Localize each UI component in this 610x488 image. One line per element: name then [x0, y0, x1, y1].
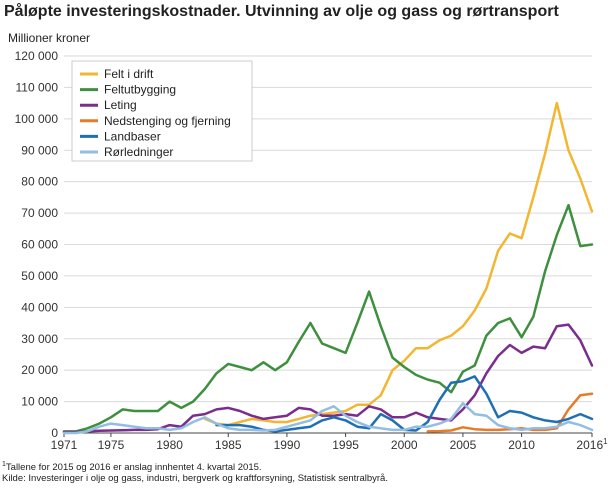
- y-tick-label: 20 000: [21, 363, 58, 377]
- x-tick-label: 2005: [450, 438, 477, 452]
- footnote-marker: 1: [2, 461, 6, 468]
- legend-label: Landbaser: [104, 129, 161, 143]
- legend-label: Feltutbygging: [104, 83, 176, 97]
- y-tick-label: 70 000: [21, 206, 58, 220]
- legend-box: [71, 60, 253, 162]
- series-line: [62, 401, 594, 435]
- y-tick-label: 50 000: [21, 269, 58, 283]
- series-line: [215, 375, 594, 433]
- y-tick-label: 100 000: [15, 112, 59, 126]
- x-tick-label: 1980: [156, 438, 183, 452]
- y-tick-label: 30 000: [21, 332, 58, 346]
- x-tick-label: 1971: [51, 438, 78, 452]
- legend-label: Rørledninger: [104, 145, 173, 159]
- y-tick-label: 0: [51, 426, 58, 440]
- series-line: [62, 203, 594, 433]
- source-note: Kilde: Investeringer i olje og gass, ind…: [2, 473, 388, 484]
- y-tick-label: 40 000: [21, 300, 58, 314]
- y-tick-label: 120 000: [15, 49, 59, 63]
- y-tick-label: 80 000: [21, 175, 58, 189]
- x-tick-label: 1990: [274, 438, 301, 452]
- series-line: [62, 323, 594, 434]
- series-line: [203, 101, 594, 427]
- footnote-text: Tallene for 2015 og 2016 er anslag innhe…: [5, 462, 262, 474]
- x-tick-footnote-marker: 1: [603, 437, 608, 446]
- y-tick-label: 90 000: [21, 143, 58, 157]
- x-tick-label: 1975: [98, 438, 125, 452]
- y-tick-label: 60 000: [21, 238, 58, 252]
- y-axis-label: Millioner kroner: [8, 31, 91, 45]
- y-tick-label: 10 000: [21, 395, 58, 409]
- legend-label: Nedstenging og fjerning: [104, 114, 231, 128]
- x-tick-label: 1995: [332, 438, 359, 452]
- x-tick-label: 20161: [576, 437, 608, 452]
- y-tick-label: 110 000: [16, 80, 59, 94]
- x-axis: 1971 1975 1980 1985 1990 1995 2000 2005 2010 2016…: [51, 432, 608, 452]
- x-tick-label: 2010: [508, 438, 535, 452]
- x-tick-label: 1985: [215, 438, 242, 452]
- series-lines: [62, 101, 594, 435]
- x-tick-label: 2000: [391, 438, 418, 452]
- legend-label: Leting: [104, 98, 137, 112]
- y-axis-ticks: 0 10 000 20 000 30 000 40 000 50 000 60 000 70 …: [15, 49, 59, 440]
- series-line: [426, 392, 594, 433]
- chart-title: Påløpte investeringskostnader. Utvinning…: [4, 3, 559, 20]
- footnote: 1Tallene for 2015 og 2016 er anslag innh…: [2, 461, 262, 473]
- legend-label: Felt i drift: [104, 67, 154, 81]
